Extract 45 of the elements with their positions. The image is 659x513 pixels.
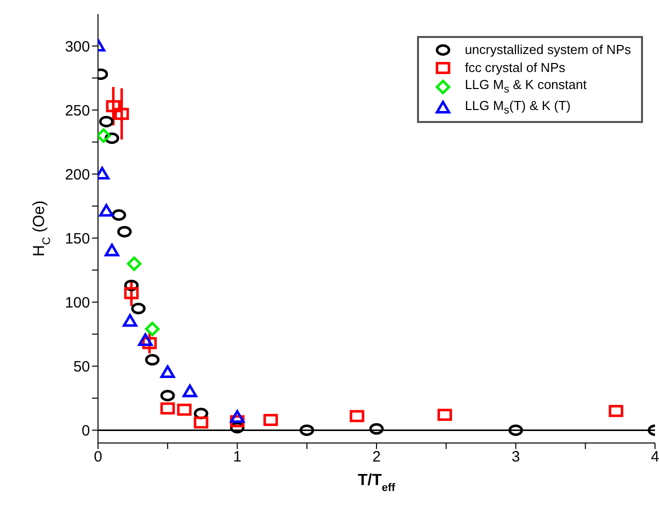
point — [104, 244, 120, 256]
point — [350, 410, 364, 422]
point — [608, 404, 624, 418]
x-axis-title: T/T$_{eff}$ — [358, 472, 396, 494]
point — [117, 226, 132, 238]
point — [177, 404, 192, 416]
legend-label: fcc crystal of NPs — [464, 60, 566, 75]
x-tick-label: 3 — [512, 448, 520, 466]
x-tick-label: 2 — [372, 448, 381, 466]
point — [99, 116, 114, 128]
legend-label: LLG M$_{s}$(T) & K (T) — [464, 98, 571, 116]
y-tick-label: 0 — [82, 422, 90, 440]
point — [145, 322, 160, 336]
point — [369, 423, 384, 435]
point — [194, 416, 208, 429]
y-tick-label: 250 — [64, 102, 90, 120]
point — [437, 408, 452, 421]
point — [138, 333, 153, 346]
point — [131, 302, 146, 314]
point — [160, 402, 175, 414]
point — [106, 100, 121, 112]
y-tick-label: 150 — [64, 230, 90, 248]
point — [160, 390, 175, 402]
point — [124, 287, 139, 300]
legend-label: uncrystallized system of NPs — [464, 42, 631, 57]
point — [300, 424, 314, 436]
y-tick-label: 50 — [73, 358, 90, 376]
point — [145, 354, 160, 366]
point — [508, 424, 523, 436]
y-tick-label: 300 — [64, 38, 90, 56]
point — [160, 365, 175, 378]
point — [126, 256, 142, 271]
legend-label: LLG M$_{s}$ & K constant — [464, 77, 587, 96]
x-tick-label: 4 — [650, 448, 659, 466]
point — [112, 209, 126, 221]
point — [263, 414, 278, 426]
point — [122, 314, 138, 327]
point — [182, 384, 198, 398]
y-tick-label: 100 — [64, 294, 90, 312]
point — [230, 410, 244, 423]
point — [99, 204, 114, 217]
x-tick-label: 0 — [94, 448, 102, 466]
y-tick-label: 200 — [64, 166, 90, 184]
point — [114, 108, 129, 120]
x-tick-label: 1 — [233, 448, 242, 466]
